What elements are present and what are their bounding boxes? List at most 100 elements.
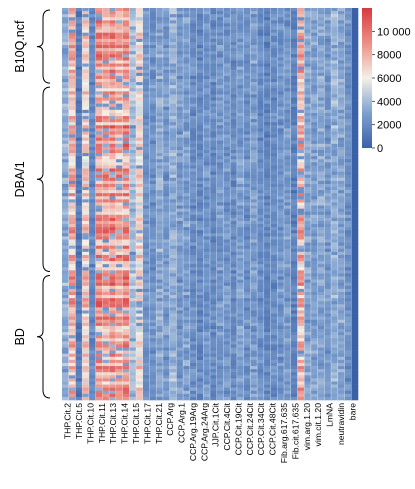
heatmap-cell — [129, 171, 137, 175]
heatmap-cell — [257, 149, 265, 154]
heatmap-cell — [257, 332, 265, 336]
heatmap-cell — [129, 109, 137, 114]
heatmap-cell — [263, 60, 271, 64]
heatmap-cell — [290, 171, 298, 175]
heatmap-cell — [183, 131, 191, 135]
heatmap-cell — [95, 242, 103, 246]
heatmap-cell — [136, 41, 144, 46]
heatmap-cell — [236, 264, 244, 268]
heatmap-cell — [277, 112, 285, 117]
heatmap-cell — [317, 335, 325, 339]
heatmap-cell — [109, 202, 117, 206]
heatmap-cell — [68, 282, 76, 287]
heatmap-cell — [310, 251, 318, 256]
heatmap-cell — [263, 267, 271, 271]
heatmap-cell — [277, 51, 285, 55]
heatmap-cell — [290, 57, 298, 61]
heatmap-cell — [331, 190, 339, 194]
heatmap-cell — [230, 156, 238, 160]
heatmap-cell — [176, 162, 184, 166]
heatmap-cell — [331, 69, 339, 74]
heatmap-cell — [115, 82, 123, 86]
heatmap-cell — [122, 248, 130, 253]
heatmap-cell — [68, 285, 76, 290]
heatmap-cell — [203, 109, 211, 114]
heatmap-cell — [223, 109, 231, 114]
heatmap-cell — [344, 307, 352, 311]
heatmap-cell — [196, 353, 204, 358]
heatmap-cell — [102, 41, 110, 46]
heatmap-cell — [250, 149, 258, 154]
heatmap-cell — [270, 14, 278, 18]
heatmap-cell — [115, 242, 123, 246]
heatmap-cell — [115, 313, 123, 317]
heatmap-cell — [203, 313, 211, 317]
heatmap-cell — [102, 310, 110, 314]
heatmap-cell — [270, 322, 278, 327]
heatmap-cell — [82, 347, 90, 351]
heatmap-cell — [68, 72, 76, 77]
heatmap-cell — [88, 307, 96, 311]
heatmap-cell — [243, 254, 251, 259]
heatmap-cell — [284, 276, 292, 280]
heatmap-cell — [68, 353, 76, 358]
heatmap-cell — [290, 128, 298, 132]
heatmap-cell — [149, 165, 157, 169]
heatmap-cell — [277, 91, 285, 95]
heatmap-cell — [216, 242, 224, 246]
heatmap-cell — [317, 220, 325, 225]
heatmap-cell — [290, 143, 298, 148]
heatmap-cell — [109, 319, 117, 324]
heatmap-cell — [156, 276, 164, 280]
heatmap-cell — [223, 14, 231, 18]
heatmap-cell — [102, 63, 110, 67]
heatmap-cell — [189, 57, 197, 61]
heatmap-cell — [257, 224, 265, 228]
heatmap-cell — [250, 137, 258, 142]
heatmap-cell — [82, 75, 90, 80]
heatmap-cell — [156, 338, 164, 342]
heatmap-cell — [263, 57, 271, 61]
heatmap-cell — [304, 242, 312, 246]
heatmap-cell — [351, 100, 359, 104]
heatmap-cell — [250, 285, 258, 290]
heatmap-cell — [115, 8, 123, 12]
heatmap-cell — [196, 350, 204, 354]
heatmap-cell — [277, 63, 285, 67]
heatmap-cell — [196, 298, 204, 302]
heatmap-cell — [68, 54, 76, 58]
heatmap-cell — [115, 14, 123, 18]
heatmap-cell — [203, 338, 211, 342]
heatmap-cell — [344, 304, 352, 308]
heatmap-cell — [284, 267, 292, 271]
heatmap-cell — [88, 251, 96, 256]
heatmap-cell — [162, 11, 170, 15]
heatmap-cell — [162, 174, 170, 179]
heatmap-cell — [236, 112, 244, 117]
heatmap-cell — [142, 264, 150, 268]
heatmap-cell — [88, 180, 96, 185]
heatmap-cell — [176, 48, 184, 52]
heatmap-cell — [216, 332, 224, 336]
heatmap-cell — [290, 220, 298, 225]
heatmap-cell — [351, 75, 359, 80]
heatmap-cell — [68, 242, 76, 246]
heatmap-cell — [183, 17, 191, 21]
heatmap-cell — [210, 119, 218, 123]
heatmap-cell — [196, 180, 204, 185]
heatmap-cell — [68, 267, 76, 271]
heatmap-cell — [102, 165, 110, 169]
heatmap-cell — [102, 75, 110, 80]
heatmap-cell — [162, 273, 170, 277]
heatmap-cell — [88, 122, 96, 126]
heatmap-cell — [196, 60, 204, 64]
heatmap-cell — [149, 254, 157, 259]
heatmap-cell — [169, 193, 177, 197]
heatmap-cell — [109, 341, 117, 345]
heatmap-cell — [236, 88, 244, 92]
heatmap-cell — [102, 72, 110, 77]
heatmap-cell — [263, 75, 271, 80]
heatmap-cell — [169, 258, 177, 262]
heatmap-cell — [122, 251, 130, 256]
heatmap-cell — [183, 227, 191, 231]
